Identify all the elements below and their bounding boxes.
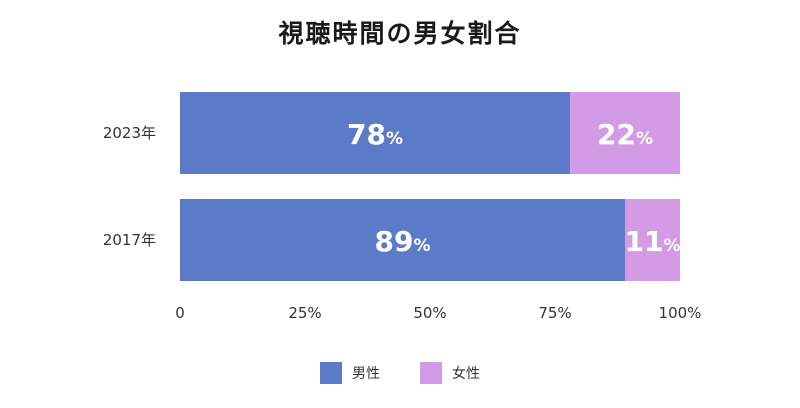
data-label: 11%: [624, 225, 680, 258]
category-label: 2017年: [103, 231, 156, 249]
legend-item-male: 男性: [320, 362, 380, 384]
bar-female: [625, 199, 680, 281]
legend-swatch-male: [320, 362, 342, 384]
bar-female: [570, 92, 680, 174]
x-tick-label: 25%: [288, 304, 321, 322]
legend: 男性 女性: [0, 362, 800, 384]
data-label: 89%: [374, 225, 430, 258]
bar-male: [180, 199, 625, 281]
data-label: 78%: [347, 118, 403, 151]
data-label: 22%: [597, 118, 653, 151]
legend-label-male: 男性: [352, 366, 380, 382]
legend-item-female: 女性: [420, 362, 480, 384]
chart-title: 視聴時間の男女割合: [278, 19, 522, 48]
legend-swatch-female: [420, 362, 442, 384]
x-tick-label: 75%: [538, 304, 571, 322]
x-tick-label: 100%: [659, 304, 702, 322]
x-tick-label: 50%: [413, 304, 446, 322]
category-label: 2023年: [103, 124, 156, 142]
bar-male: [180, 92, 570, 174]
legend-label-female: 女性: [452, 366, 480, 382]
x-tick-label: 0: [175, 304, 185, 322]
